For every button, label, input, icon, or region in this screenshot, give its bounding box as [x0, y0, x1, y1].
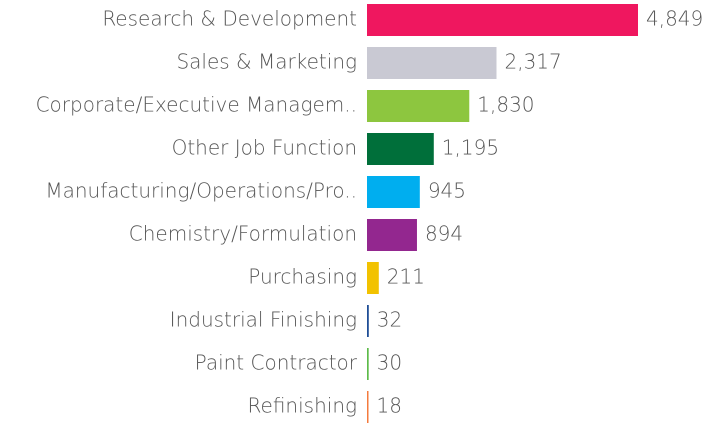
category-label: Paint Contractor	[195, 351, 358, 375]
value-label: 30	[377, 351, 402, 375]
bar	[367, 176, 420, 208]
category-label: Chemistry/Formulation	[129, 222, 357, 246]
bar	[367, 47, 497, 79]
bar	[367, 90, 470, 122]
bar	[367, 262, 379, 294]
value-label: 2,317	[504, 50, 561, 74]
bar	[367, 348, 369, 380]
value-label: 4,849	[646, 7, 703, 31]
category-label: Refinishing	[248, 394, 357, 418]
category-label: Industrial Finishing	[170, 308, 357, 332]
category-label: Purchasing	[248, 265, 357, 289]
value-label: 18	[377, 394, 402, 418]
category-label: Other Job Function	[172, 136, 357, 160]
value-label: 1,195	[442, 136, 499, 160]
value-label: 32	[377, 308, 402, 332]
category-label: Sales & Marketing	[176, 50, 357, 74]
value-label: 1,830	[477, 93, 534, 117]
bar	[367, 391, 369, 423]
category-label: Manufacturing/Operations/Pro..	[45, 179, 357, 203]
bar	[367, 4, 638, 36]
bar	[367, 305, 369, 337]
value-label: 894	[425, 222, 463, 246]
category-label: Research & Development	[102, 7, 357, 31]
bar	[367, 219, 417, 251]
bar	[367, 133, 434, 165]
value-label: 945	[428, 179, 466, 203]
value-label: 211	[387, 265, 425, 289]
category-label: Corporate/Executive Managem..	[36, 93, 357, 117]
